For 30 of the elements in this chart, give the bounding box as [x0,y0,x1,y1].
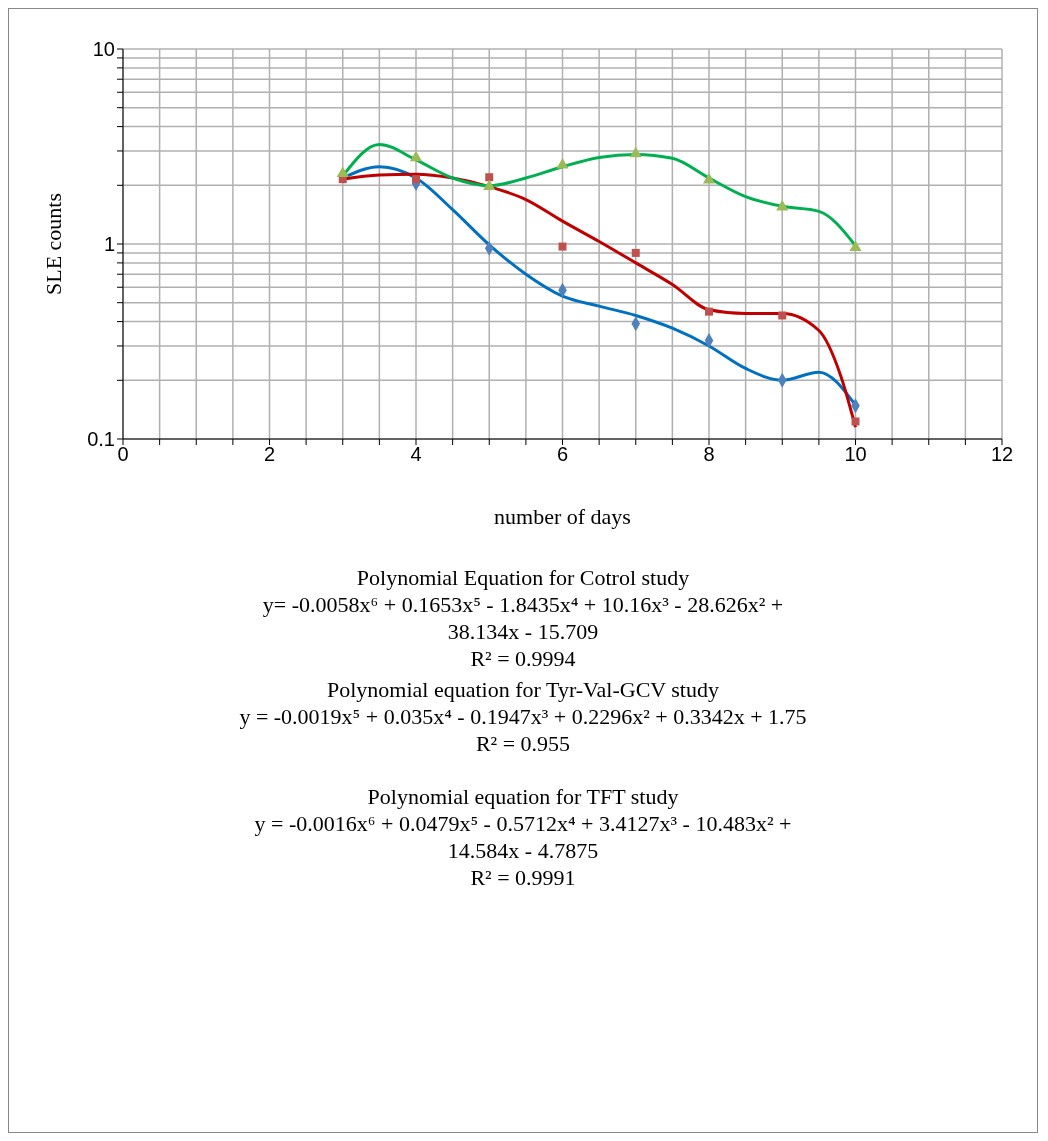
x-tick-label: 6 [556,443,569,466]
x-tick-label: 0 [117,443,129,466]
x-tick-label: 4 [410,443,422,466]
point [556,158,569,169]
text: Polynomial equation for TFT study y = -0.0016x⁶ + 0.0479x⁵ - 0.5712x⁴ + 3.4127x³ - 10.483x² + 14.584x - 4.7875 R² = 0.9991 [253,783,793,891]
x-tick-label: 8 [703,443,715,466]
y-axis-title: SLE counts [40,192,66,296]
point [336,166,349,177]
x-tick-label: 2 [263,443,276,466]
point [849,240,862,251]
point [409,150,423,162]
x-tick-label: 10 [844,443,867,466]
point [629,146,642,158]
point [705,307,713,316]
text: Polynomial equation for Tyr-Val-GCV study y = -0.0019x⁵ + 0.035x⁴ - 0.1947x³ + 0.2296x² + 0.3342x + 1.75 R² = 0.955 [238,676,808,757]
text: Polynomial Equation for Cotrol study y= -0.0058x⁶ + 0.1653x⁵ - 1.8435x⁴ + 10.16x³ - 28.626x² + 38.134x - 15.709 R² = 0.9994 [261,564,785,672]
point [483,179,496,191]
point [778,311,787,320]
point [776,199,789,211]
point [851,417,860,426]
point [412,175,420,184]
y-tick-label: 1 [103,233,115,256]
y-tick-label: 0.1 [87,428,115,451]
x-axis-title: number of days [494,504,631,529]
point [702,172,716,184]
point [485,173,494,182]
y-tick-label: 10 [92,38,115,61]
point [631,248,640,257]
point [558,242,567,251]
x-tick-label: 12 [990,443,1014,466]
